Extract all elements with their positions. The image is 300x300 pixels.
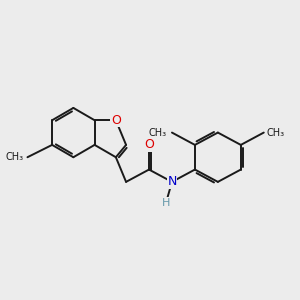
Text: CH₃: CH₃: [5, 152, 23, 162]
Text: O: O: [111, 114, 121, 127]
Text: CH₃: CH₃: [266, 128, 284, 138]
Text: O: O: [144, 138, 154, 152]
Text: CH₃: CH₃: [149, 128, 167, 138]
Text: H: H: [162, 198, 170, 208]
Text: N: N: [167, 176, 177, 188]
